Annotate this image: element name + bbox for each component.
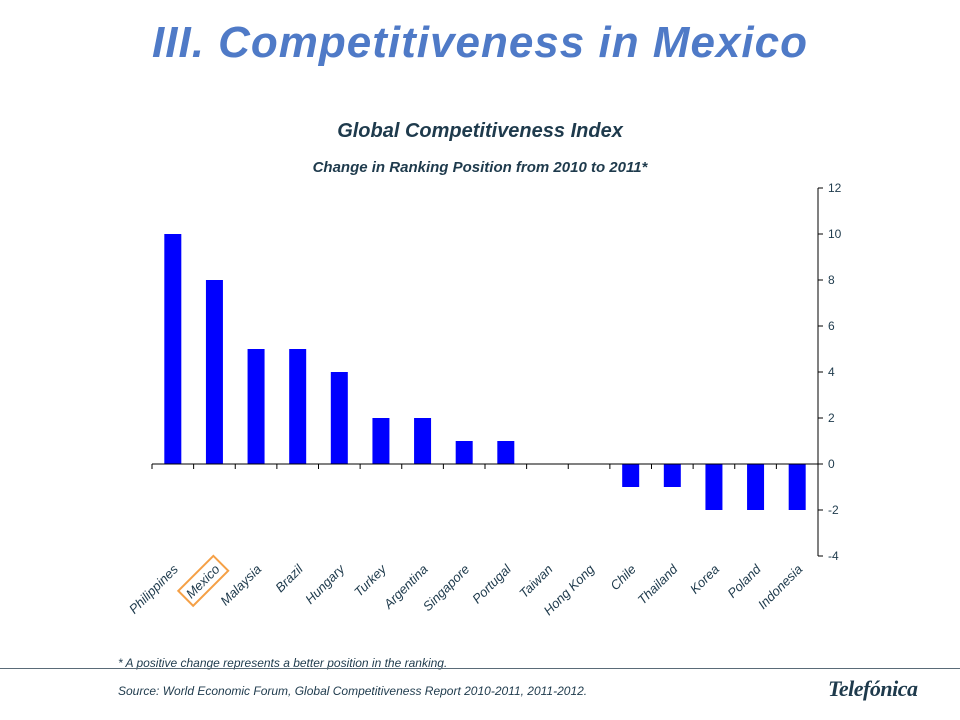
source-note: Source: World Economic Forum, Global Com… (118, 684, 588, 698)
slide-title: III. Competitiveness in Mexico (152, 18, 808, 67)
y-tick-label: 0 (828, 457, 835, 471)
telefonica-logo: Telefónica (828, 676, 918, 701)
bar-argentina (414, 418, 432, 464)
bar-portugal (497, 441, 515, 464)
bar-malaysia (247, 349, 265, 464)
x-tick-label: Hungary (302, 560, 348, 606)
y-tick-label: 2 (828, 411, 835, 425)
x-tick-label: Taiwan (516, 562, 555, 601)
y-tick-label: 8 (828, 273, 835, 287)
y-tick-label: 10 (828, 227, 842, 241)
chart-subtitle: Change in Ranking Position from 2010 to … (312, 159, 648, 176)
y-tick-label: 6 (828, 319, 835, 333)
bar-philippines (164, 234, 182, 464)
x-tick-label: Chile (607, 562, 639, 594)
bar-mexico (205, 280, 223, 464)
bar-korea (705, 464, 723, 510)
x-tick-label: Korea (687, 562, 722, 597)
bar-poland (747, 464, 765, 510)
bar-indonesia (788, 464, 806, 510)
bar-hungary (330, 372, 348, 464)
x-tick-label: Thailand (635, 561, 681, 607)
bar-singapore (455, 441, 473, 464)
x-tick-label: Philippines (126, 561, 181, 616)
x-tick-label: Poland (724, 561, 764, 601)
y-tick-label: 12 (828, 181, 842, 195)
y-tick-label: -2 (828, 503, 839, 517)
y-tick-label: -4 (828, 549, 839, 563)
footer-divider (0, 668, 960, 669)
y-tick-label: 4 (828, 365, 835, 379)
bar-brazil (289, 349, 307, 464)
x-tick-label: Malaysia (217, 562, 264, 609)
bar-chile (622, 464, 640, 487)
x-tick-label: Brazil (272, 561, 306, 595)
highlight-box-mexico (176, 554, 230, 608)
bar-thailand (663, 464, 681, 487)
footnote: * A positive change represents a better … (118, 656, 448, 670)
chart-title: Global Competitiveness Index (337, 120, 623, 142)
x-tick-label: Portugal (469, 561, 515, 607)
bar-turkey (372, 418, 390, 464)
x-tick-label: Turkey (351, 560, 390, 599)
x-tick-label: Indonesia (755, 562, 805, 612)
